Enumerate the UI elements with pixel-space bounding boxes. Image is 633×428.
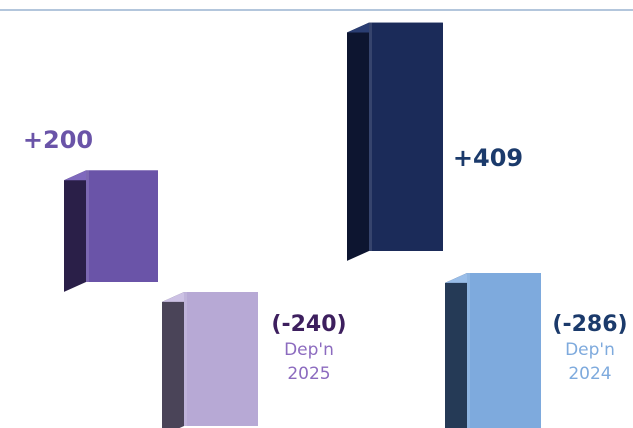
bar-side-2 bbox=[347, 22, 369, 261]
bar-highlight-0 bbox=[86, 170, 89, 282]
bar-side-0 bbox=[64, 170, 86, 292]
data-label-2: +409 bbox=[453, 144, 523, 172]
data-label-3: (-286) bbox=[552, 312, 627, 337]
bar-highlight-1 bbox=[184, 292, 187, 426]
data-label-1: (-240) bbox=[271, 312, 346, 337]
caption-3-0: Dep'n bbox=[565, 340, 615, 360]
bar-side-3 bbox=[445, 273, 467, 428]
caption-1-1: 2025 bbox=[287, 364, 330, 384]
bar-0 bbox=[86, 170, 158, 282]
bar-highlight-2 bbox=[369, 22, 372, 251]
data-label-0: +200 bbox=[23, 126, 93, 154]
bar-1 bbox=[184, 292, 258, 426]
caption-1-0: Dep'n bbox=[284, 340, 334, 360]
bar-highlight-3 bbox=[467, 273, 470, 428]
caption-3-1: 2024 bbox=[568, 364, 611, 384]
bar-3 bbox=[467, 273, 541, 428]
bar-2 bbox=[369, 22, 443, 251]
bar-side-1 bbox=[162, 292, 184, 428]
